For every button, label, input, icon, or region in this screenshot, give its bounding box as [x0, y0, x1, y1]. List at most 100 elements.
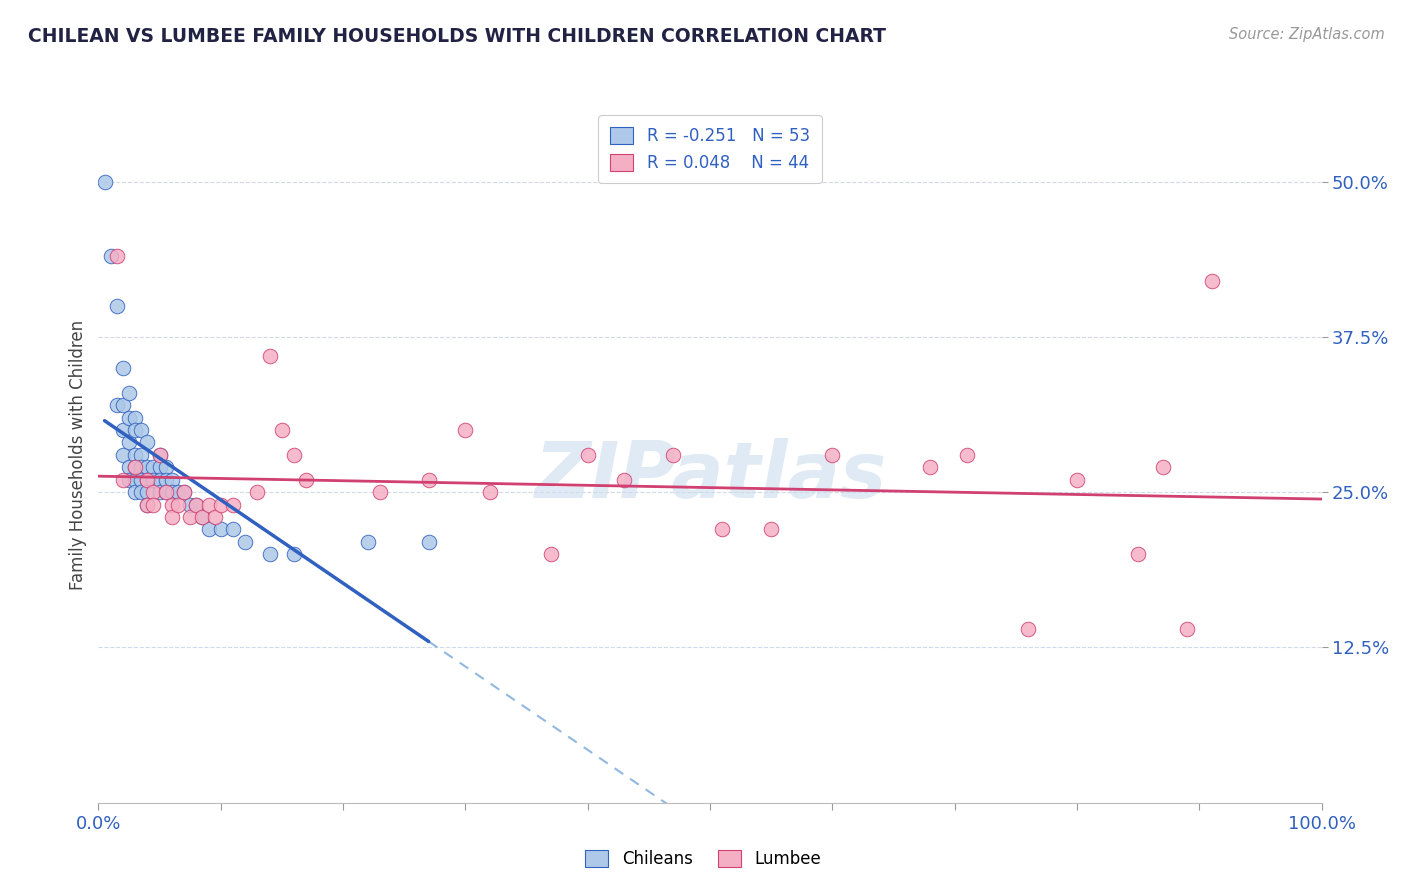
Point — [124, 485, 146, 500]
Point — [136, 498, 159, 512]
Point — [124, 473, 146, 487]
Text: CHILEAN VS LUMBEE FAMILY HOUSEHOLDS WITH CHILDREN CORRELATION CHART: CHILEAN VS LUMBEE FAMILY HOUSEHOLDS WITH… — [28, 27, 886, 45]
Point — [136, 473, 159, 487]
Point — [1152, 460, 1174, 475]
Point — [142, 485, 165, 500]
Point — [93, 175, 115, 189]
Point — [711, 523, 734, 537]
Point — [173, 485, 195, 500]
Point — [124, 410, 146, 425]
Point — [1017, 622, 1039, 636]
Point — [160, 473, 183, 487]
Point — [186, 498, 208, 512]
Point — [149, 485, 172, 500]
Point — [149, 448, 172, 462]
Point — [160, 498, 183, 512]
Point — [155, 473, 177, 487]
Point — [613, 473, 636, 487]
Point — [259, 349, 281, 363]
Legend: R = -0.251   N = 53, R = 0.048    N = 44: R = -0.251 N = 53, R = 0.048 N = 44 — [599, 115, 821, 184]
Point — [197, 523, 219, 537]
Point — [111, 423, 134, 437]
Point — [142, 460, 165, 475]
Point — [129, 448, 152, 462]
Point — [283, 547, 305, 561]
Point — [956, 448, 979, 462]
Point — [111, 361, 134, 376]
Point — [129, 485, 152, 500]
Point — [155, 485, 177, 500]
Point — [129, 460, 152, 475]
Point — [118, 410, 141, 425]
Point — [149, 448, 172, 462]
Point — [1175, 622, 1198, 636]
Point — [1201, 274, 1223, 288]
Point — [167, 498, 190, 512]
Point — [209, 498, 232, 512]
Point — [1128, 547, 1150, 561]
Text: ZIPatlas: ZIPatlas — [534, 438, 886, 514]
Point — [105, 249, 128, 263]
Point — [368, 485, 391, 500]
Point — [259, 547, 281, 561]
Point — [136, 498, 159, 512]
Point — [124, 460, 146, 475]
Point — [179, 498, 201, 512]
Point — [100, 249, 122, 263]
Point — [105, 299, 128, 313]
Point — [662, 448, 685, 462]
Point — [118, 460, 141, 475]
Point — [118, 473, 141, 487]
Point — [118, 435, 141, 450]
Point — [111, 398, 134, 412]
Point — [149, 473, 172, 487]
Point — [129, 473, 152, 487]
Point — [142, 473, 165, 487]
Point — [124, 460, 146, 475]
Point — [149, 460, 172, 475]
Point — [160, 485, 183, 500]
Point — [478, 485, 501, 500]
Point — [222, 523, 245, 537]
Point — [576, 448, 599, 462]
Point — [246, 485, 269, 500]
Point — [124, 448, 146, 462]
Point — [191, 510, 214, 524]
Point — [160, 510, 183, 524]
Point — [124, 423, 146, 437]
Legend: Chileans, Lumbee: Chileans, Lumbee — [578, 843, 828, 875]
Point — [540, 547, 562, 561]
Point — [270, 423, 294, 437]
Point — [233, 535, 256, 549]
Point — [118, 385, 141, 400]
Point — [155, 460, 177, 475]
Point — [136, 460, 159, 475]
Point — [179, 510, 201, 524]
Point — [111, 473, 134, 487]
Text: Source: ZipAtlas.com: Source: ZipAtlas.com — [1229, 27, 1385, 42]
Point — [136, 485, 159, 500]
Point — [186, 498, 208, 512]
Point — [295, 473, 318, 487]
Point — [418, 535, 440, 549]
Point — [155, 485, 177, 500]
Point — [821, 448, 844, 462]
Point — [167, 485, 190, 500]
Point — [136, 473, 159, 487]
Point — [222, 498, 245, 512]
Point — [197, 498, 219, 512]
Point — [111, 448, 134, 462]
Point — [761, 523, 783, 537]
Point — [173, 485, 195, 500]
Point — [191, 510, 214, 524]
Point — [356, 535, 378, 549]
Point — [204, 510, 226, 524]
Point — [129, 423, 152, 437]
Point — [209, 523, 232, 537]
Point — [142, 498, 165, 512]
Point — [136, 435, 159, 450]
Point — [105, 398, 128, 412]
Point — [920, 460, 942, 475]
Point — [283, 448, 305, 462]
Point — [454, 423, 477, 437]
